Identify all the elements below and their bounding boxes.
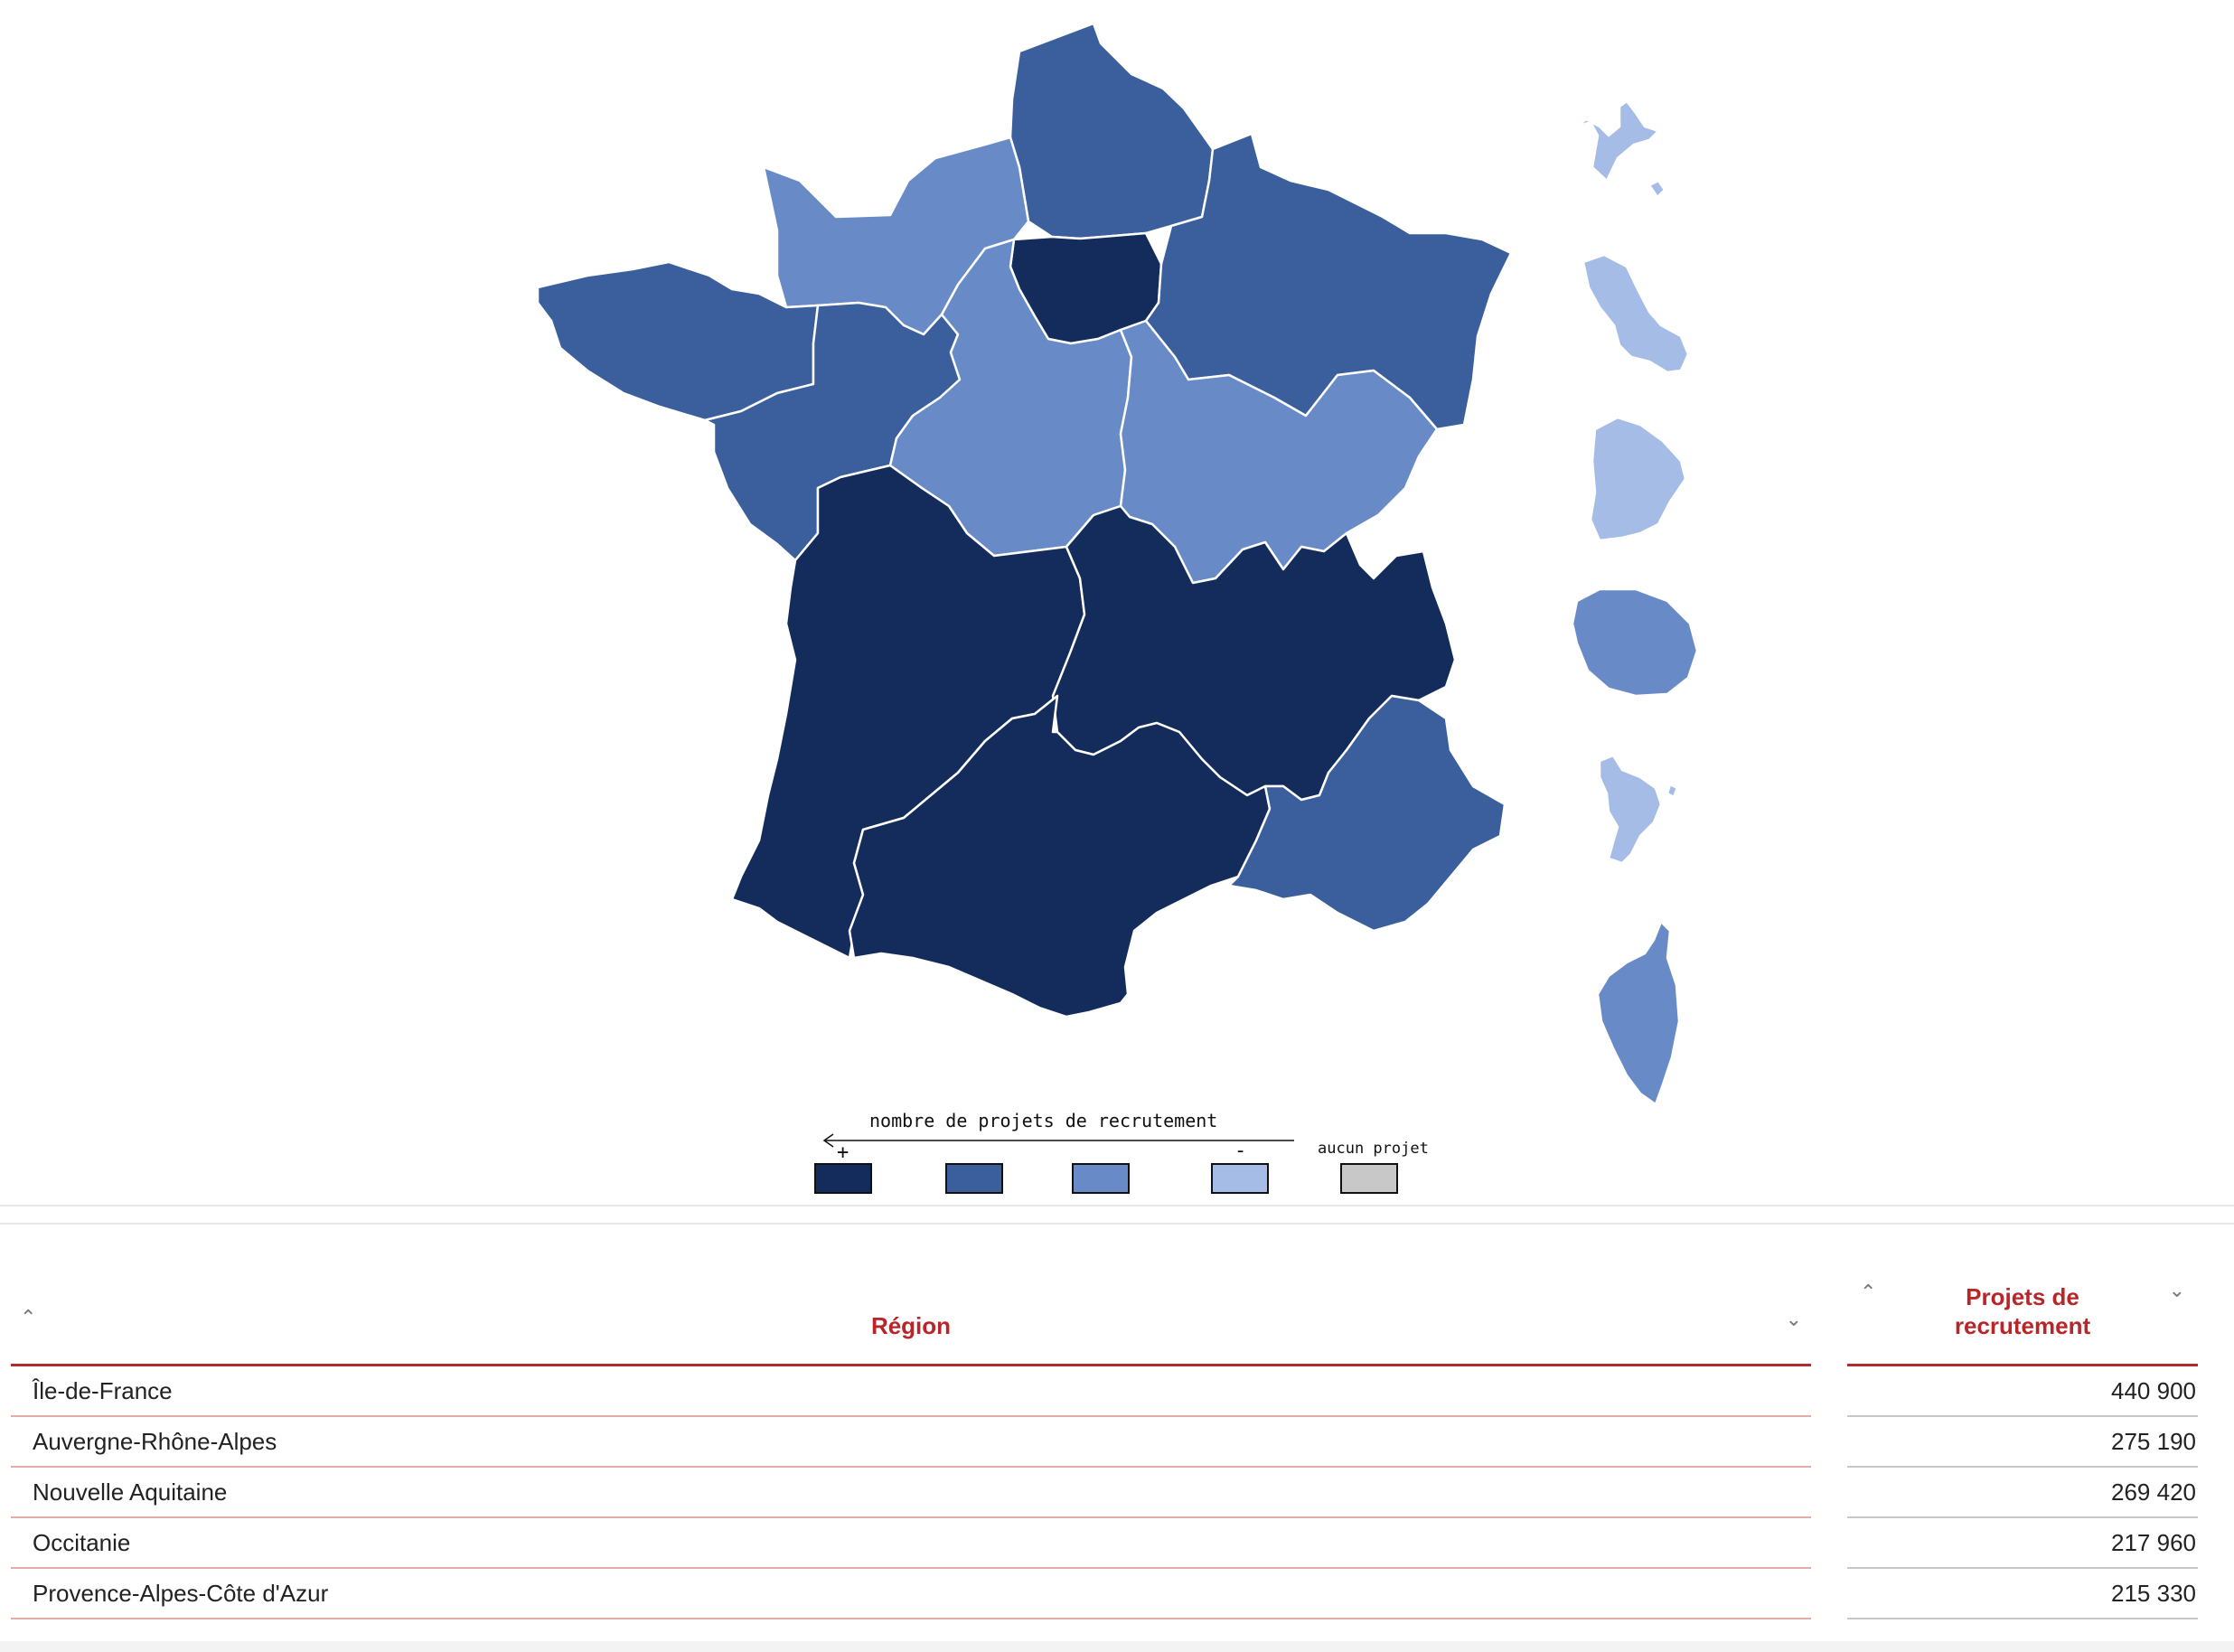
- legend-swatch-class-3: [1072, 1163, 1130, 1194]
- region-header-label: Région: [870, 1312, 952, 1339]
- table-row: 275 190: [1847, 1417, 2198, 1468]
- legend-less-sign: -: [1234, 1140, 1246, 1162]
- region-cell: Nouvelle Aquitaine: [33, 1478, 228, 1506]
- table-row: 269 420: [1847, 1468, 2198, 1518]
- region-martinique[interactable]: [1582, 253, 1690, 374]
- table-row: Nouvelle Aquitaine: [11, 1468, 1811, 1518]
- region-corse[interactable]: [1596, 920, 1681, 1106]
- region-rows: Île-de-France Auvergne-Rhône-Alpes Nouve…: [11, 1366, 1811, 1619]
- projets-cell: 440 900: [2111, 1377, 2196, 1404]
- legend-title: nombre de projets de recrutement: [869, 1110, 1217, 1131]
- region-cell: Provence-Alpes-Côte d'Azur: [33, 1580, 329, 1607]
- legend-swatch-class-1: [814, 1163, 872, 1194]
- table-row: Île-de-France: [11, 1366, 1811, 1417]
- projets-rows: 440 900 275 190 269 420 217 960 215 330: [1847, 1366, 2198, 1619]
- chevron-up-icon[interactable]: ⌃: [20, 1306, 37, 1328]
- legend-swatch-class-2: [945, 1163, 1003, 1194]
- map-legend: nombre de projets de recrutement + - auc…: [814, 1110, 1429, 1194]
- legend-swatch-no-project: [1340, 1163, 1398, 1194]
- region-column-header[interactable]: ⌃ Région ⌄: [11, 1225, 1811, 1366]
- legend-swatch-class-4: [1211, 1163, 1269, 1194]
- projets-column-header[interactable]: ⌃ Projets de recrutement ⌄: [1847, 1225, 2198, 1366]
- region-cell: Occitanie: [33, 1529, 131, 1556]
- projets-header-line2: recrutement: [1954, 1312, 2091, 1339]
- table-row: 215 330: [1847, 1569, 2198, 1619]
- table-row: Auvergne-Rhône-Alpes: [11, 1417, 1811, 1468]
- divider: [0, 1223, 2234, 1225]
- region-provence-alpes-cote-d-azur[interactable]: [1227, 694, 1507, 933]
- projets-cell: 275 190: [2111, 1428, 2196, 1455]
- table-row: 217 960: [1847, 1518, 2198, 1569]
- region-hauts-de-france[interactable]: [1009, 22, 1215, 240]
- region-mayotte[interactable]: [1598, 754, 1679, 865]
- table-row: Provence-Alpes-Côte d'Azur: [11, 1569, 1811, 1619]
- region-guyane[interactable]: [1589, 416, 1687, 542]
- region-cell: Île-de-France: [33, 1377, 173, 1404]
- chevron-down-icon[interactable]: ⌄: [1785, 1308, 1802, 1330]
- table-row: Occitanie: [11, 1518, 1811, 1569]
- map-container: nombre de projets de recrutement + - auc…: [536, 22, 1699, 1194]
- france-map: nombre de projets de recrutement + - auc…: [536, 22, 1699, 1194]
- divider: [0, 1205, 2234, 1206]
- ranking-table: ⌃ Région ⌄ Île-de-France Auvergne-Rhône-…: [0, 1225, 2234, 1652]
- chevron-up-icon[interactable]: ⌃: [1860, 1281, 1877, 1303]
- projets-header-label: Projets de recrutement: [1847, 1282, 2198, 1340]
- table-row: 440 900: [1847, 1366, 2198, 1417]
- projets-cell: 215 330: [2111, 1580, 2196, 1607]
- legend-arrow-icon: [822, 1133, 1294, 1148]
- region-la-reunion[interactable]: [1571, 587, 1699, 698]
- legend-more-sign: +: [837, 1141, 849, 1164]
- chevron-down-icon[interactable]: ⌄: [2168, 1279, 2185, 1301]
- projets-cell: 217 960: [2111, 1529, 2196, 1556]
- region-cell: Auvergne-Rhône-Alpes: [33, 1428, 277, 1455]
- projets-cell: 269 420: [2111, 1478, 2196, 1506]
- projets-header-line1: Projets de: [1966, 1283, 2079, 1310]
- region-guadeloupe[interactable]: [1575, 99, 1666, 199]
- legend-none-label: aucun projet: [1318, 1140, 1429, 1158]
- bottom-edge: [0, 1641, 2234, 1652]
